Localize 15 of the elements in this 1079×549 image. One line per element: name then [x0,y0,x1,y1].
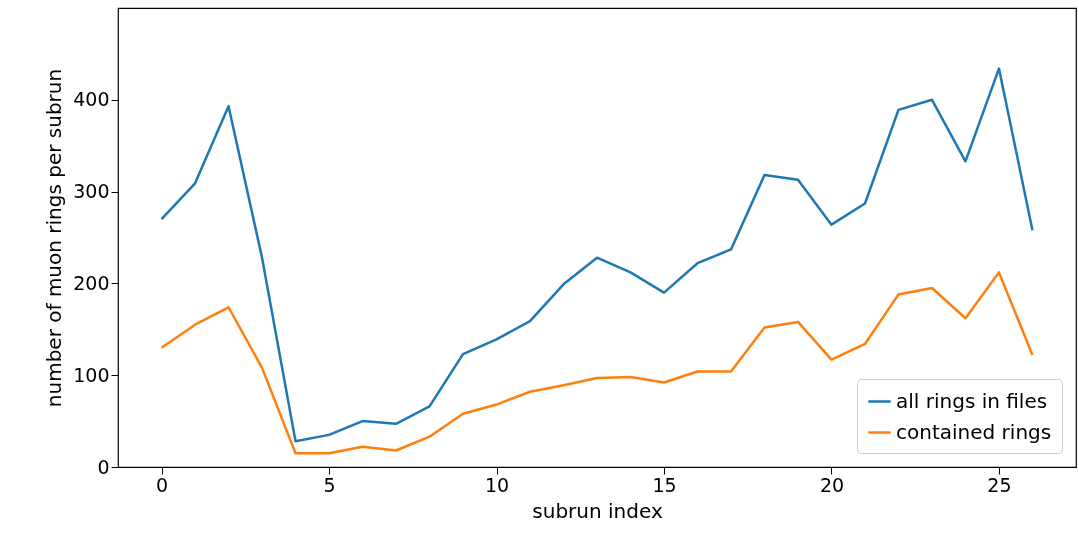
y-tick-label: 100 [73,363,110,386]
legend-label: contained rings [896,419,1052,444]
y-tick-label: 200 [73,271,110,294]
x-tick-label: 15 [652,473,677,496]
x-axis-title: subrun index [532,498,663,523]
y-tick-label: 300 [73,180,110,203]
x-tick-label: 25 [987,473,1012,496]
y-tick-label: 0 [97,455,110,478]
y-tick-label: 400 [73,88,110,111]
y-axis-title: number of muon rings per subrun [42,68,67,408]
x-tick-label: 20 [819,473,845,496]
x-tick-label: 5 [323,473,336,496]
legend-label: all rings in files [896,388,1048,413]
x-tick-label: 0 [156,473,169,496]
x-tick-label: 10 [484,473,510,496]
